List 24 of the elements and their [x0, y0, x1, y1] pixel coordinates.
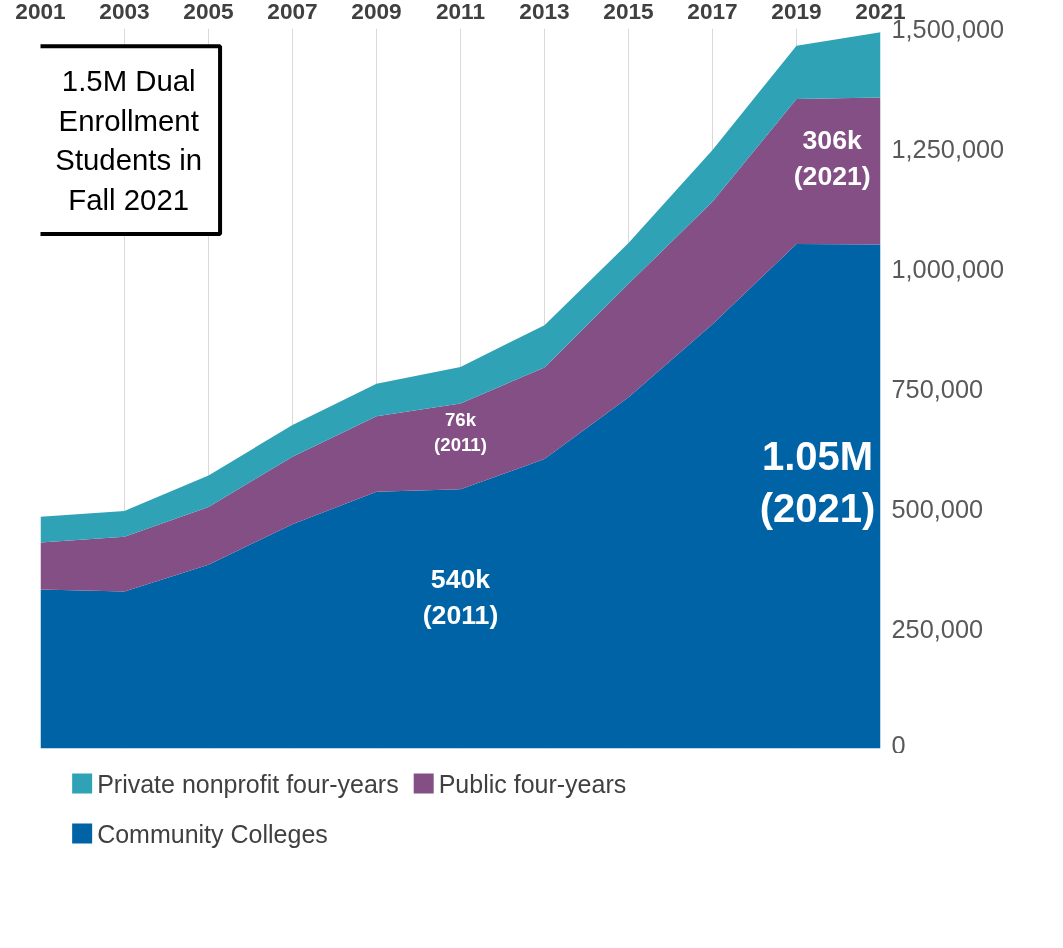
x-tick-label: 2009 — [351, 0, 402, 24]
y-tick-label: 1,250,000 — [891, 134, 1005, 163]
y-tick-label: 1,000,000 — [891, 254, 1005, 283]
x-tick-label: 2017 — [687, 0, 738, 24]
x-tick-label: 2001 — [15, 0, 66, 24]
legend-label: Community Colleges — [97, 819, 328, 848]
x-tick-label: 2013 — [519, 0, 570, 24]
x-tick-label: 2005 — [183, 0, 234, 24]
x-tick-label: 2015 — [603, 0, 654, 24]
annotation: 540k (2011) — [422, 564, 499, 631]
x-tick-label: 2007 — [267, 0, 318, 24]
annotation: 1.5M Dual Enrollment Students in Fall 2021 — [55, 64, 203, 216]
y-tick-label: 0 — [891, 730, 906, 759]
x-tick-label: 2003 — [99, 0, 150, 24]
y-tick-label: 250,000 — [891, 614, 984, 643]
x-tick-label: 2019 — [771, 0, 822, 24]
x-tick-label: 2011 — [435, 0, 486, 24]
annotation: 76k (2011) — [434, 408, 487, 455]
legend-label: Private nonprofit four-years — [97, 769, 399, 798]
y-tick-label: 750,000 — [891, 374, 984, 403]
annotation: 306k (2021) — [793, 125, 871, 192]
y-tick-label: 500,000 — [891, 494, 984, 523]
annotation: 1.05M (2021) — [759, 433, 876, 531]
legend-label: Public four-years — [438, 769, 627, 798]
